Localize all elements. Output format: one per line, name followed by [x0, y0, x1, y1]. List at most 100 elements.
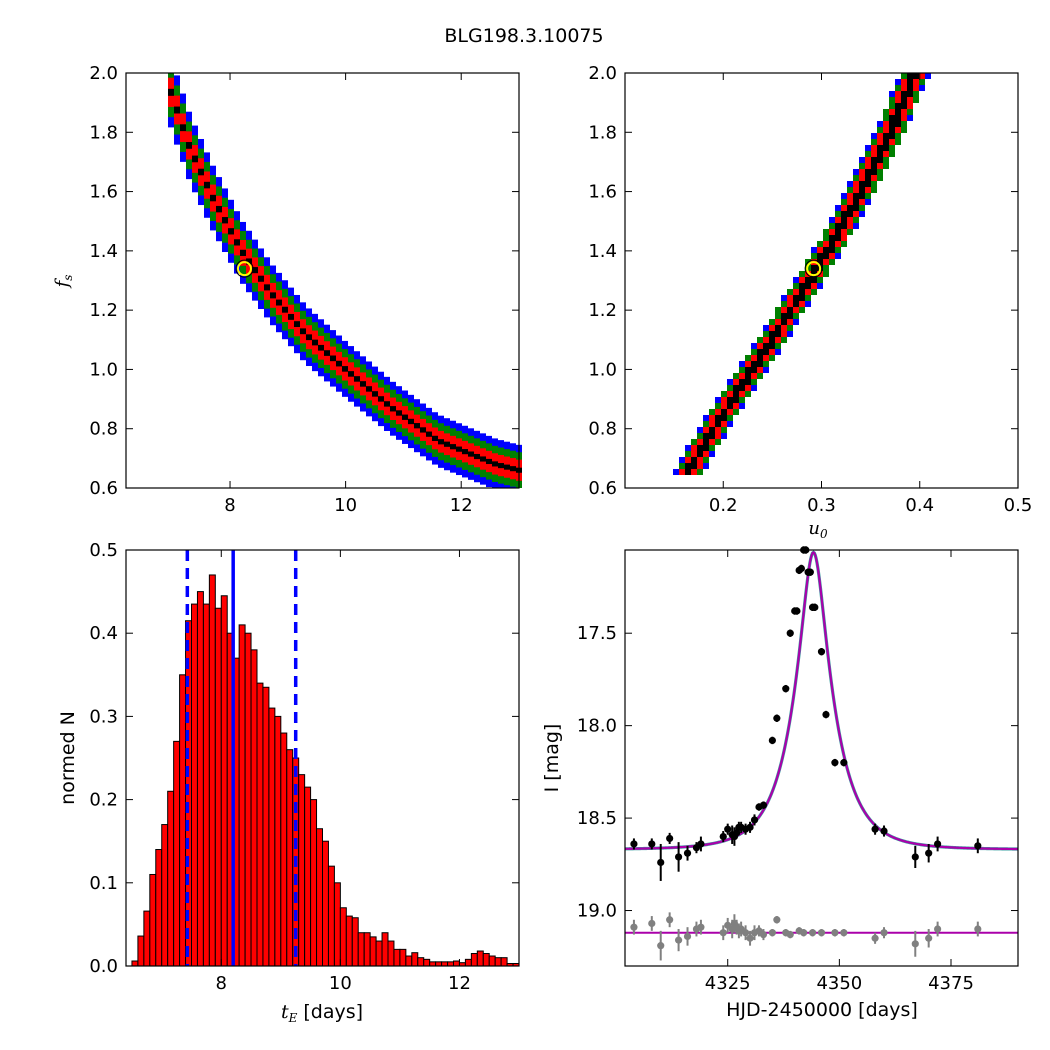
tE-fs-cell-black: [432, 435, 438, 442]
u0-fs-cell-black: [865, 175, 871, 181]
u0-fs-cell-black: [703, 433, 715, 439]
tE-fs-ylabel-subscript: s: [61, 275, 75, 281]
tE-histogram-xlabel: tE [days]: [281, 1001, 363, 1025]
u0-fs-cell-black: [835, 223, 847, 229]
u0-fs-cell-black: [817, 259, 823, 265]
histogram-bar: [393, 948, 401, 967]
u0-fs-cell-black: [859, 181, 871, 187]
tE-fs-cell-black: [492, 461, 498, 467]
u0-fs-best-fit-ring: [806, 261, 822, 277]
tE-fs-best-fit-outline: [235, 259, 254, 278]
u0-fs-cell-black: [829, 235, 841, 241]
histogram-bar: [423, 958, 431, 967]
tE-fs-cell-black: [474, 453, 480, 460]
data-point: [797, 564, 806, 573]
residual-point: [817, 929, 826, 937]
u0-fs-xlabel-subscript: 0: [820, 527, 828, 541]
u0-fs-cell-black: [889, 121, 901, 127]
tE-histogram-ytick-label: 0.2: [89, 790, 118, 811]
data-point: [911, 853, 919, 861]
residual-point: [786, 930, 794, 939]
data-point: [806, 568, 814, 576]
residual-point: [925, 934, 933, 942]
u0-fs-cell-black: [727, 403, 733, 409]
data-point: [840, 759, 848, 767]
histogram-bar: [411, 952, 419, 967]
histogram-bar: [375, 940, 383, 967]
data-point: [974, 842, 982, 850]
u0-fs-cell-black: [871, 157, 883, 163]
u0-fs-xlabel: u0: [808, 518, 828, 541]
u0-fs-cell-black: [733, 391, 739, 397]
tE-fs-cell-black: [192, 155, 198, 163]
tE-fs-cell-black: [240, 249, 246, 256]
u0-fs-cell-black: [841, 217, 847, 223]
lightcurve-marks: [624, 546, 1019, 961]
u0-fs-cell-black: [877, 151, 883, 157]
tE-fs-cell-black: [414, 423, 420, 429]
u0-fs-cell-black: [817, 253, 829, 259]
histogram-bar: [464, 958, 472, 967]
histogram-bar: [274, 715, 282, 967]
tE-histogram-ytick-label: 0.1: [89, 873, 118, 894]
histogram-bar: [453, 960, 460, 967]
histogram-bar: [476, 950, 484, 967]
histogram-bar: [429, 961, 437, 967]
data-point: [657, 858, 665, 867]
histogram-bar: [161, 824, 169, 967]
tE-fs-cell-black: [390, 406, 396, 412]
u0-fs-ytick-label: 1.6: [588, 182, 617, 203]
tE-fs-cell-black: [426, 431, 432, 437]
tE-fs-ytick-label: 0.8: [89, 419, 118, 440]
u0-fs-best-fit-outline: [804, 259, 823, 278]
model-curve: [624, 550, 1019, 851]
u0-fs-cell-black: [769, 337, 775, 343]
histogram-bar: [149, 873, 157, 967]
histogram-bar: [310, 799, 318, 967]
histogram-bar: [179, 674, 187, 967]
histogram-bar: [488, 955, 496, 967]
u0-fs-cell-black: [895, 103, 907, 109]
u0-fs-cell-black: [889, 115, 901, 121]
tE-histogram-ticks: 8 10 12 0.0 0.1 0.2 0.3 0.4 0.5: [89, 540, 519, 994]
u0-fs-cell-black: [697, 451, 703, 457]
residual-point: [683, 932, 692, 941]
u0-fs-cell-black: [901, 97, 907, 103]
u0-fs-ytick-label: 1.8: [588, 122, 617, 143]
data-point: [786, 629, 794, 637]
tE-fs-cell-black: [300, 328, 306, 335]
tE-fs-cell-black: [288, 313, 294, 320]
tE-fs-cell-black: [420, 427, 426, 433]
histogram-bar: [208, 574, 216, 967]
u0-fs-cell-black: [733, 385, 745, 391]
histogram-bar: [327, 865, 335, 967]
histogram-bar: [244, 632, 252, 967]
tE-fs-cell-black: [366, 386, 372, 392]
u0-fs-ytick-label: 1.4: [588, 241, 617, 262]
tE-histogram-ytick-label: 0.0: [89, 956, 118, 977]
u0-fs-cell-black: [745, 373, 751, 379]
u0-fs-cell-black: [757, 355, 763, 361]
data-point: [880, 827, 888, 835]
u0-fs-cell-black: [721, 409, 727, 415]
lightcurve-xtick-label: 4375: [928, 973, 974, 994]
u0-fs-cell-black: [883, 139, 889, 145]
histogram-bar: [357, 932, 365, 967]
data-point: [811, 603, 819, 611]
tE-fs-cell-black: [396, 410, 402, 416]
u0-fs-ytick-label: 0.8: [588, 419, 617, 440]
u0-fs-cell-black: [763, 343, 775, 349]
tE-fs-cell-black: [480, 456, 486, 462]
tE-fs-cell-black: [324, 350, 330, 356]
tE-fs-cell-black: [498, 463, 504, 469]
tE-fs-cell-black: [462, 449, 468, 455]
tE-fs-cell-black: [318, 344, 324, 351]
tE-fs-ytick-label: 0.6: [89, 478, 118, 499]
histogram-bar: [316, 828, 323, 967]
tE-fs-cell-black: [486, 458, 492, 465]
data-point: [630, 840, 638, 848]
data-point: [759, 801, 768, 809]
data-point: [648, 840, 656, 848]
histogram-bar: [143, 910, 151, 967]
